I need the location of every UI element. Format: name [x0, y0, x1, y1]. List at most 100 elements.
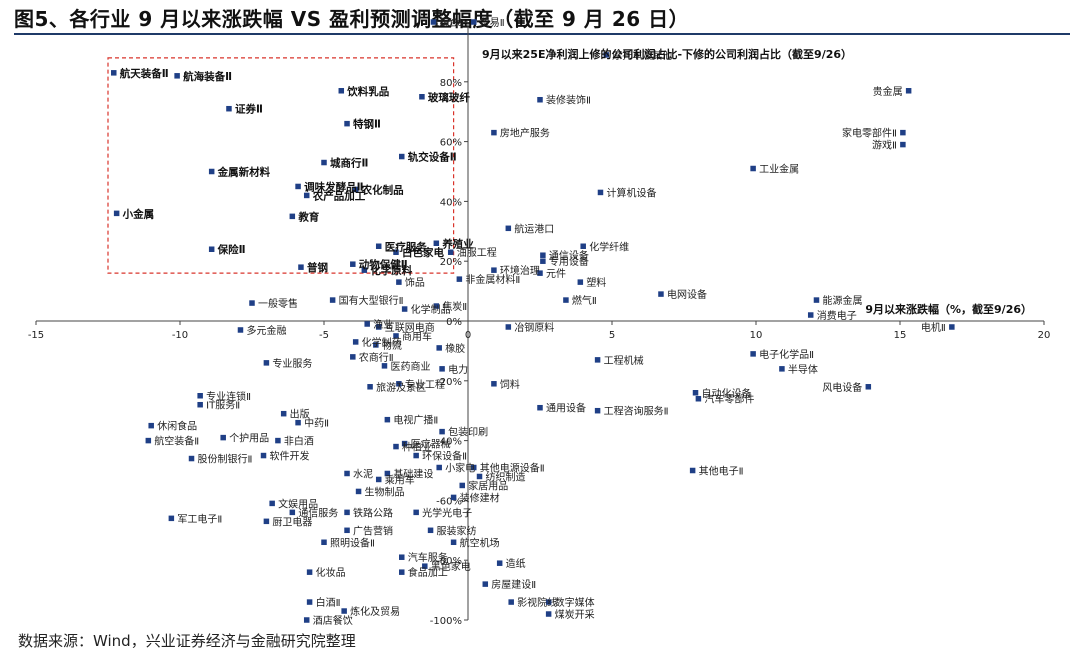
point-label: 出版 [290, 408, 310, 421]
data-point [450, 539, 457, 546]
data-point [399, 554, 405, 560]
data-point [355, 488, 362, 495]
data-point [275, 437, 281, 444]
data-point [545, 599, 552, 605]
point-label: 专业连锁Ⅱ [206, 390, 251, 403]
data-point [537, 270, 543, 276]
point-label: 多元金融 [246, 324, 286, 337]
data-point [295, 419, 301, 426]
data-point [384, 416, 391, 423]
data-point [807, 312, 814, 318]
point-label: 证券Ⅱ [235, 103, 263, 116]
point-label: 种植业 [402, 441, 432, 454]
x-axis-title: 9月以来涨跌幅（%，截至9/26） [865, 302, 1032, 316]
point-label: 轨交设备Ⅱ [408, 151, 457, 164]
point-label: 医疗器械 [411, 438, 451, 451]
data-point [393, 333, 399, 339]
data-point [364, 321, 370, 327]
data-point [197, 401, 203, 408]
data-point [289, 213, 296, 220]
point-label: 电视广播Ⅱ [393, 414, 438, 427]
point-label: 游戏Ⅱ [872, 139, 897, 152]
data-point [813, 297, 820, 303]
point-label: 医药商业 [390, 360, 430, 373]
point-label: 铁路公路 [353, 506, 393, 519]
point-layer [111, 19, 955, 623]
point-label: 环保设备Ⅱ [422, 450, 467, 463]
data-point [188, 455, 195, 462]
point-label: 焦炭Ⅱ [442, 300, 467, 313]
data-point [491, 129, 497, 136]
data-point [433, 303, 440, 309]
point-label: 白酒Ⅱ [316, 596, 341, 609]
data-point [436, 464, 442, 471]
x-tick-label: -10 [172, 330, 188, 341]
x-tick-label: -5 [319, 330, 329, 341]
point-label: 数字媒体 [555, 596, 595, 609]
point-label: 军工电子Ⅱ [177, 512, 222, 525]
data-point [491, 267, 497, 273]
point-label: 电机Ⅱ [921, 321, 946, 334]
point-label: 化学纤维 [589, 240, 629, 253]
point-label: 专用设备 [549, 255, 589, 268]
point-label: 电力 [448, 363, 468, 376]
point-label: 通信设备 [549, 249, 589, 262]
point-label: 医疗服务 [385, 240, 427, 253]
data-point [436, 345, 442, 351]
point-label: 半导体 [788, 363, 818, 376]
data-point [329, 297, 336, 303]
point-label: 航海装备Ⅱ [183, 70, 232, 83]
data-point [381, 363, 388, 369]
point-label: 工程机械 [604, 354, 644, 367]
point-label: 油服工程 [457, 246, 497, 259]
point-label: 工业金属 [759, 163, 799, 176]
data-point [226, 105, 232, 112]
data-point [401, 306, 408, 312]
data-point [905, 88, 912, 94]
point-label: 橡胶 [445, 342, 465, 355]
data-point [692, 390, 699, 396]
point-label: 其他电源设备Ⅱ [480, 462, 545, 475]
data-point [399, 153, 405, 160]
data-point [471, 19, 477, 25]
point-label: 煤炭开采 [555, 608, 595, 621]
data-point [537, 404, 543, 411]
point-label: 渔业 [373, 319, 393, 331]
data-point [208, 246, 215, 252]
data-point [658, 291, 664, 297]
point-label: 农产品加工 [312, 189, 366, 202]
point-label: 装修装饰Ⅱ [546, 94, 591, 107]
data-point [280, 410, 287, 417]
data-point [396, 381, 402, 387]
data-point [540, 258, 546, 264]
data-point [505, 225, 512, 232]
data-point [865, 384, 872, 390]
data-point [352, 339, 359, 345]
point-label: 家电零部件Ⅱ [842, 127, 897, 140]
data-point [341, 608, 347, 614]
data-point [476, 473, 483, 480]
y-tick-label: -100% [430, 616, 462, 627]
title-rule [14, 33, 1070, 35]
data-point [344, 509, 350, 516]
point-label: 商用车 [402, 330, 432, 343]
point-label: 贵金属 [873, 85, 903, 98]
point-label: 风电设备 [822, 381, 862, 394]
y-tick-label: -60% [436, 496, 462, 507]
point-label: 化妆品 [316, 566, 346, 579]
point-label: 房屋建设Ⅱ [491, 578, 536, 591]
data-point [306, 569, 313, 575]
point-label: 家居用品 [468, 479, 508, 492]
point-label: 汽车零部件 [704, 393, 754, 406]
point-label: 计算机设备 [606, 186, 656, 199]
point-label: 专业服务 [272, 357, 312, 370]
data-point [949, 324, 955, 330]
data-point [577, 279, 584, 285]
point-label: 饮料乳品 [346, 85, 389, 98]
data-point [508, 599, 514, 605]
point-label: 国有大型银行Ⅱ [339, 294, 404, 307]
point-label: 航天装备Ⅱ [120, 67, 169, 80]
point-label: 包装印刷 [448, 426, 488, 439]
data-point [350, 261, 356, 267]
data-point [545, 611, 552, 617]
